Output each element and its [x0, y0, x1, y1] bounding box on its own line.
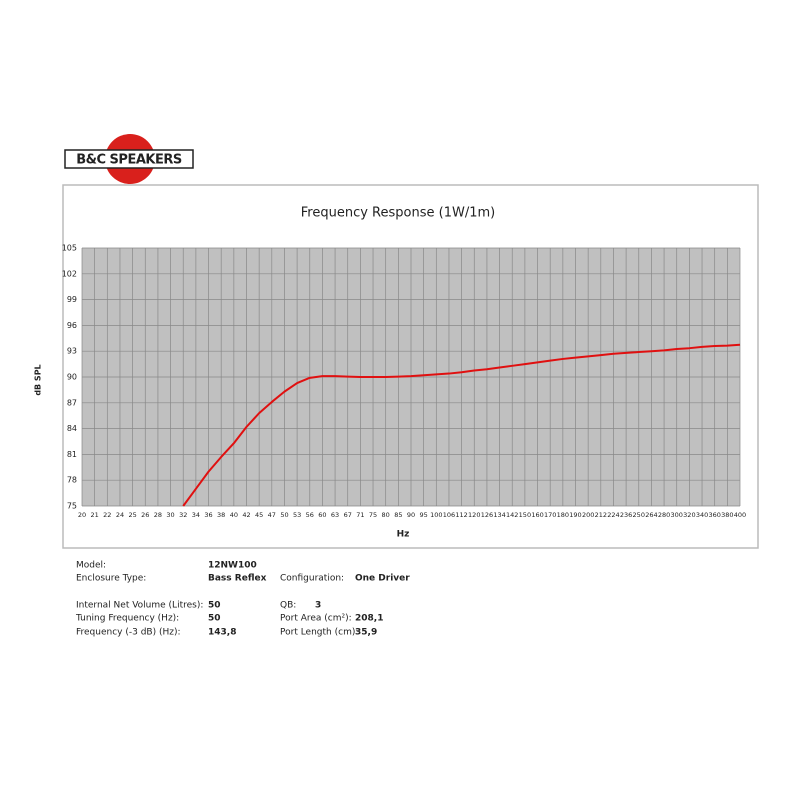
x-tick-label: 50	[280, 511, 288, 519]
spec-value: 50	[208, 614, 221, 624]
spec-label: Enclosure Type:	[76, 574, 146, 584]
x-tick-label: 320	[683, 511, 695, 519]
spec-value: 208,1	[355, 614, 383, 624]
y-tick-label: 93	[67, 347, 77, 356]
x-tick-label: 90	[407, 511, 415, 519]
spec-label: Model:	[76, 561, 106, 571]
x-tick-label: 380	[721, 511, 733, 519]
x-tick-label: 250	[633, 511, 645, 519]
x-tick-label: 106	[443, 511, 455, 519]
x-tick-label: 34	[192, 511, 200, 519]
x-tick-label: 95	[420, 511, 428, 519]
spec-label: Configuration:	[280, 574, 344, 584]
x-tick-label: 100	[430, 511, 442, 519]
x-tick-label: 36	[204, 511, 212, 519]
spec-label: Port Area (cm²):	[280, 614, 352, 624]
x-tick-label: 56	[306, 511, 314, 519]
spec-value: One Driver	[355, 574, 410, 584]
x-tick-label: 112	[455, 511, 467, 519]
logo-text: B&C SPEAKERS	[76, 153, 182, 168]
specs: Model: 12NW100 Enclosure Type: Bass Refl…	[75, 561, 410, 638]
x-tick-label: 236	[620, 511, 632, 519]
chart-title: Frequency Response (1W/1m)	[301, 206, 495, 221]
x-tick-label: 71	[356, 511, 364, 519]
x-tick-label: 38	[217, 511, 225, 519]
x-tick-label: 200	[582, 511, 594, 519]
x-tick-label: 60	[318, 511, 326, 519]
x-tick-label: 40	[230, 511, 238, 519]
y-tick-label: 105	[62, 244, 77, 253]
y-tick-label: 96	[67, 321, 77, 330]
spec-value: 50	[208, 601, 221, 611]
x-tick-label: 45	[255, 511, 263, 519]
x-tick-label: 24	[116, 511, 124, 519]
y-tick-label: 87	[67, 398, 77, 407]
x-tick-label: 400	[734, 511, 746, 519]
spec-value: 35,9	[355, 628, 377, 638]
x-tick-label: 300	[671, 511, 683, 519]
x-tick-label: 134	[493, 511, 505, 519]
x-tick-label: 67	[344, 511, 352, 519]
logo-box	[64, 149, 194, 169]
x-tick-label: 75	[369, 511, 377, 519]
logo: B&C SPEAKERS	[64, 134, 194, 184]
x-tick-label: 20	[78, 511, 86, 519]
y-tick-label: 99	[67, 295, 77, 304]
x-tick-label: 224	[607, 511, 619, 519]
y-axis-label: dB SPL	[34, 364, 43, 395]
x-tick-label: 280	[658, 511, 670, 519]
x-tick-label: 160	[531, 511, 543, 519]
spec-label: QB:	[280, 601, 296, 611]
series-line	[182, 343, 741, 507]
x-tick-label: 212	[595, 511, 607, 519]
y-tick-label: 84	[67, 424, 77, 433]
x-tick-label: 53	[293, 511, 301, 519]
x-tick-label: 30	[166, 511, 174, 519]
spec-label: Port Length (cm):	[280, 628, 358, 638]
y-tick-label: 75	[67, 502, 77, 511]
x-axis-label: Hz	[397, 530, 410, 540]
y-tick-label: 90	[67, 373, 77, 382]
x-tick-label: 22	[103, 511, 111, 519]
spec-value: 12NW100	[208, 561, 257, 571]
x-tick-label: 126	[481, 511, 493, 519]
x-tick-label: 26	[141, 511, 149, 519]
x-tick-label: 85	[394, 511, 402, 519]
x-tick-label: 142	[506, 511, 518, 519]
x-tick-label: 42	[242, 511, 250, 519]
x-tick-label: 360	[708, 511, 720, 519]
x-tick-label: 120	[468, 511, 480, 519]
x-tick-label: 340	[696, 511, 708, 519]
y-tick-label: 78	[67, 476, 77, 485]
x-tick-label: 190	[569, 511, 581, 519]
y-tick-label: 81	[67, 450, 77, 459]
x-tick-label: 32	[179, 511, 187, 519]
x-tick-label: 21	[91, 511, 99, 519]
spec-label: Internal Net Volume (Litres):	[76, 601, 203, 611]
x-tick-label: 28	[154, 511, 162, 519]
spec-label: Tuning Frequency (Hz):	[75, 614, 179, 624]
x-tick-label: 63	[331, 511, 339, 519]
x-tick-label: 80	[382, 511, 390, 519]
spec-value: 143,8	[208, 628, 236, 638]
x-tick-label: 180	[557, 511, 569, 519]
spec-value: 3	[315, 601, 321, 611]
y-tick-label: 102	[62, 269, 77, 278]
x-tick-label: 150	[519, 511, 531, 519]
x-tick-label: 264	[645, 511, 657, 519]
spec-label: Frequency (-3 dB) (Hz):	[76, 628, 181, 638]
x-tick-label: 25	[128, 511, 136, 519]
spec-value: Bass Reflex	[208, 574, 267, 584]
x-tick-label: 47	[268, 511, 276, 519]
x-tick-label: 170	[544, 511, 556, 519]
